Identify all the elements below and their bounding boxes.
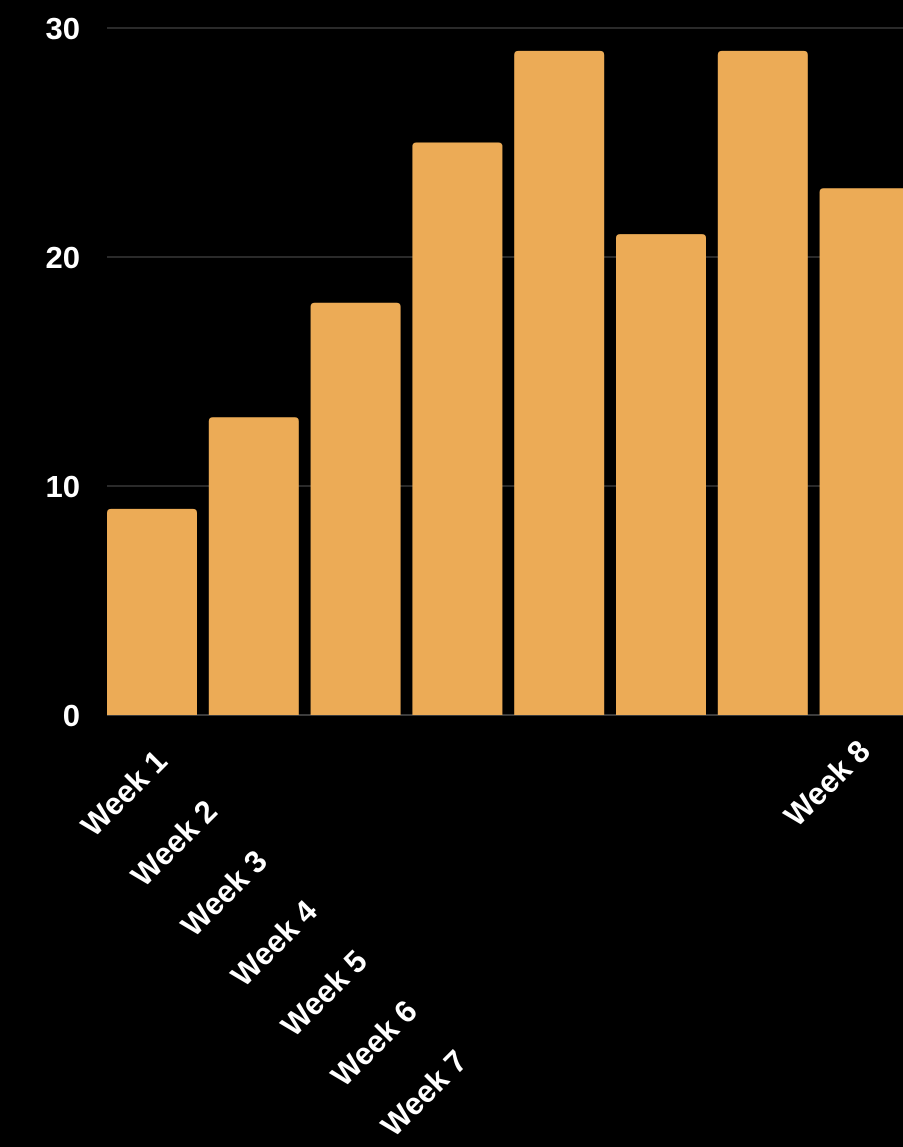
y-tick-label: 10	[46, 469, 80, 504]
y-tick-label: 20	[46, 240, 80, 275]
x-tick-label: Week 5	[274, 943, 374, 1043]
y-tick-label: 30	[46, 11, 80, 46]
bars	[107, 50, 903, 715]
bar-2	[208, 417, 299, 715]
x-tick-label: Week 6	[324, 993, 424, 1093]
x-tick-label: Week 2	[124, 793, 224, 893]
x-tick-label: Week 8	[777, 733, 877, 833]
bar-3	[310, 302, 401, 715]
bar-5	[514, 50, 605, 715]
bar-1	[107, 508, 197, 715]
x-tick-label: Week 4	[224, 893, 324, 993]
y-tick-label: 0	[63, 698, 80, 733]
x-tick-label: Week 7	[374, 1043, 474, 1142]
bar-8	[819, 188, 903, 715]
x-tick-label: Week 1	[74, 743, 174, 843]
y-axis-ticks: 0 10 20 30	[46, 11, 80, 733]
bar-6	[616, 234, 706, 715]
bar-7	[717, 50, 808, 715]
x-tick-label: Week 3	[174, 843, 274, 943]
bar-4	[412, 142, 503, 715]
